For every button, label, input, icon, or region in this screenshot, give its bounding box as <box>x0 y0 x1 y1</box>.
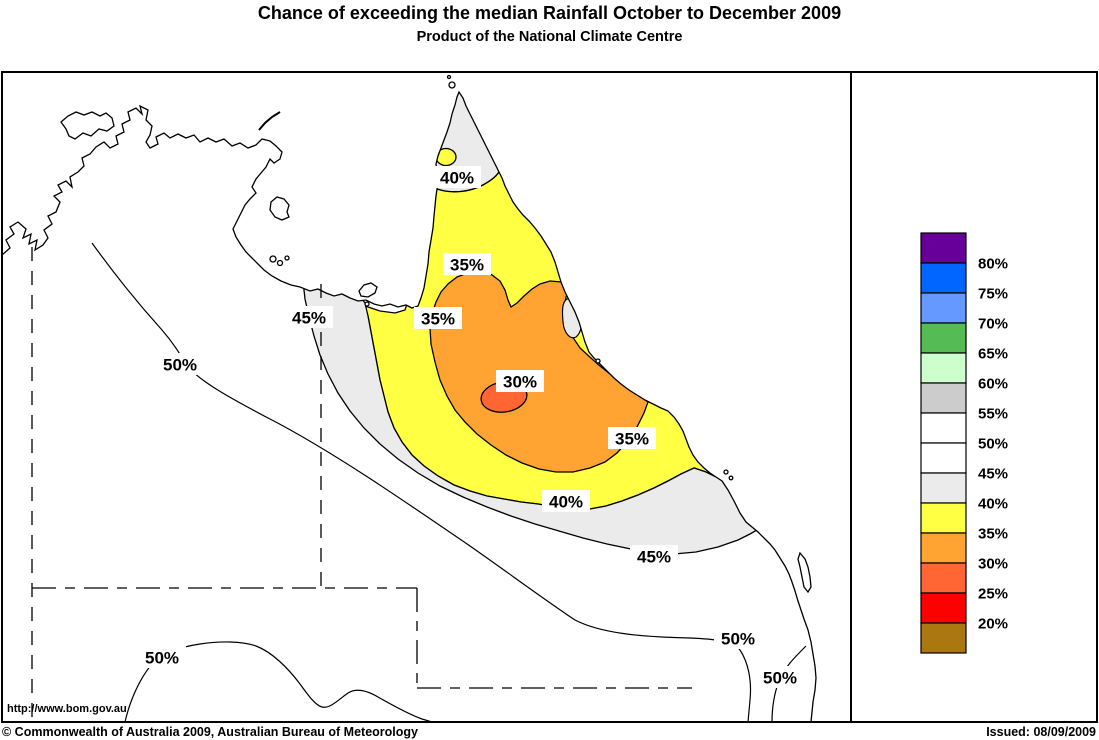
contour-label-value: 35% <box>450 256 484 275</box>
legend-tick-label: 80% <box>978 256 1008 273</box>
legend-tick-label: 75% <box>978 286 1008 303</box>
contour-label-box <box>630 545 678 567</box>
legend-swatch <box>920 562 967 594</box>
contour-label-box <box>414 307 462 329</box>
pellew-island <box>269 255 277 263</box>
legend-swatch <box>920 262 967 294</box>
legend-tick-label: 30% <box>978 556 1008 573</box>
contour-label-value: 40% <box>440 169 474 188</box>
legend-swatch <box>920 352 967 384</box>
legend-swatch <box>920 592 967 624</box>
legend-tick-label: 45% <box>978 466 1008 483</box>
legend: 80% 75% 70% 65% 60% 55% 50% 45% 40% 35% 30% 25% 20% <box>920 232 1008 654</box>
contour-label: 40% <box>542 490 590 512</box>
contour-label-value: 35% <box>421 310 455 329</box>
coastal-island <box>595 358 601 364</box>
contour-label-box <box>433 166 481 188</box>
contour-label-value: 30% <box>503 373 537 392</box>
melville-island <box>60 111 115 140</box>
contour-label-box <box>138 646 186 668</box>
legend-swatch <box>920 292 967 324</box>
state-borders <box>31 247 692 722</box>
legend-swatch <box>920 502 967 534</box>
contour-label: 35% <box>414 307 462 329</box>
issued-date: Issued: 08/09/2009 <box>986 725 1096 739</box>
contour-label-value: 50% <box>763 669 797 688</box>
cape-tip-island <box>448 81 456 89</box>
legend-swatch <box>920 622 967 654</box>
legend-tick-label: 40% <box>978 496 1008 513</box>
pellew-island <box>284 255 290 261</box>
legend-tick-label: 50% <box>978 436 1008 453</box>
coastal-island <box>723 469 729 475</box>
contour-label: 35% <box>443 253 491 275</box>
contour-label-value: 35% <box>615 430 649 449</box>
bom-url: http://www.bom.gov.au <box>7 703 127 715</box>
legend-swatch <box>920 442 967 474</box>
page-subtitle: Product of the National Climate Centre <box>416 29 683 45</box>
contour-label-box <box>156 353 204 375</box>
legend-swatch <box>920 532 967 564</box>
contour-label: 50% <box>756 666 804 688</box>
legend-swatch <box>920 412 967 444</box>
contour-label-value: 45% <box>292 309 326 328</box>
contour-label: 30% <box>496 370 544 392</box>
contour-label-box <box>496 370 544 392</box>
copyright-text: © Commonwealth of Australia 2009, Austra… <box>2 725 418 739</box>
contour-label: 50% <box>714 627 762 649</box>
contour-label-box <box>756 666 804 688</box>
contour-label-value: 50% <box>163 356 197 375</box>
legend-swatch <box>920 232 967 264</box>
contour-label: 45% <box>285 306 333 328</box>
legend-tick-label: 55% <box>978 406 1008 423</box>
legend-tick-label: 25% <box>978 586 1008 603</box>
legend-tick-label: 60% <box>978 376 1008 393</box>
contour-label: 50% <box>156 353 204 375</box>
contour-label: 50% <box>138 646 186 668</box>
contour-label-box <box>714 627 762 649</box>
legend-tick-label: 70% <box>978 316 1008 333</box>
contour-label: 35% <box>608 427 656 449</box>
contour-label-box <box>443 253 491 275</box>
small-island <box>364 301 370 307</box>
contour-label-value: 50% <box>145 649 179 668</box>
legend-tick-label: 65% <box>978 346 1008 363</box>
contour-label-value: 45% <box>637 548 671 567</box>
fraser-island <box>797 551 812 594</box>
legend-tick-label: 35% <box>978 526 1008 543</box>
legend-swatch <box>920 472 967 504</box>
contour-label: 45% <box>630 545 678 567</box>
contour-label-box <box>542 490 590 512</box>
page-title: Chance of exceeding the median Rainfall … <box>257 3 842 23</box>
wessel-islands-arc <box>258 111 281 131</box>
groote-eylandt-island <box>269 196 290 221</box>
contour-label-box <box>608 427 656 449</box>
contour-labels: 40% 35% 35% 45% 50% 30% 35% 40% 45% 50% 50% 50% <box>138 166 804 688</box>
contour-label-value: 50% <box>721 630 755 649</box>
contour-label-box <box>285 306 333 328</box>
pellew-island <box>276 259 284 267</box>
coastal-island <box>728 475 734 481</box>
contour-label: 40% <box>433 166 481 188</box>
legend-swatch <box>920 322 967 354</box>
cape-tip-island <box>446 74 452 80</box>
islands <box>60 74 812 594</box>
legend-swatch <box>920 382 967 414</box>
legend-tick-label: 20% <box>978 616 1008 633</box>
contour-label-value: 40% <box>549 493 583 512</box>
mornington-island <box>358 282 378 298</box>
